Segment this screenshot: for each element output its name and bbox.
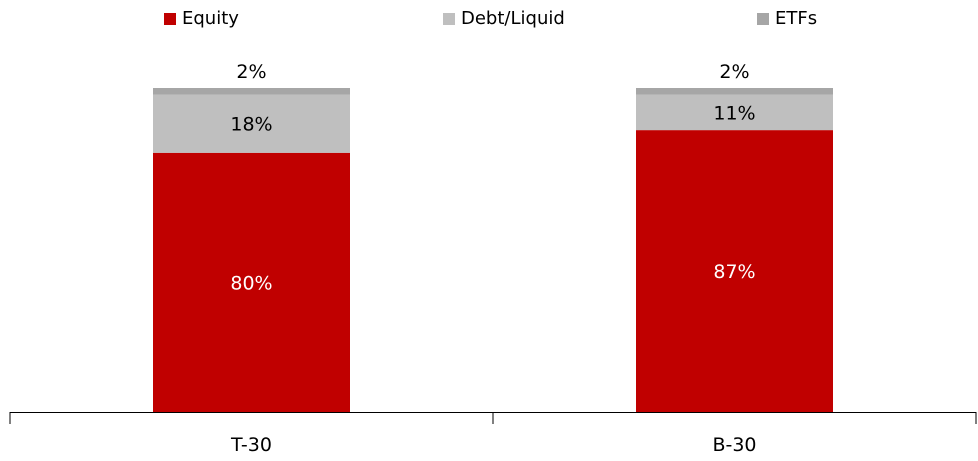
- bar-b-30-debt-liquid: [636, 94, 833, 131]
- x-tick-label-b-30: B-30: [712, 434, 756, 456]
- legend-item-etfs: ETFs: [757, 8, 817, 29]
- x-tick-label-t-30: T-30: [230, 434, 272, 456]
- bar-t-30-equity: [153, 152, 350, 413]
- legend-swatch-etfs: [757, 12, 769, 25]
- legend-item-equity: Equity: [164, 8, 239, 29]
- legend-item-debt-liquid: Debt/Liquid: [443, 8, 565, 29]
- data-label-b-30-equity: 87%: [713, 261, 755, 283]
- data-label-b-30-debt-liquid: 11%: [713, 102, 755, 124]
- legend-swatch-equity: [164, 12, 176, 25]
- legend: Equity Debt/Liquid ETFs: [0, 8, 978, 34]
- data-label-t-30-debt-liquid: 18%: [230, 114, 272, 136]
- bar-t-30-debt-liquid: [153, 94, 350, 153]
- legend-label-debt-liquid: Debt/Liquid: [461, 8, 565, 29]
- bar-b-30-equity: [636, 130, 833, 412]
- legend-label-equity: Equity: [182, 8, 239, 29]
- bar-b-30-etfs: [636, 88, 833, 95]
- legend-label-etfs: ETFs: [775, 8, 818, 29]
- bar-t-30-etfs: [153, 88, 350, 95]
- legend-swatch-debt-liquid: [443, 12, 455, 25]
- data-label-b-30-etfs: 2%: [719, 61, 749, 83]
- data-label-t-30-equity: 80%: [230, 272, 272, 294]
- data-label-t-30-etfs: 2%: [236, 61, 266, 83]
